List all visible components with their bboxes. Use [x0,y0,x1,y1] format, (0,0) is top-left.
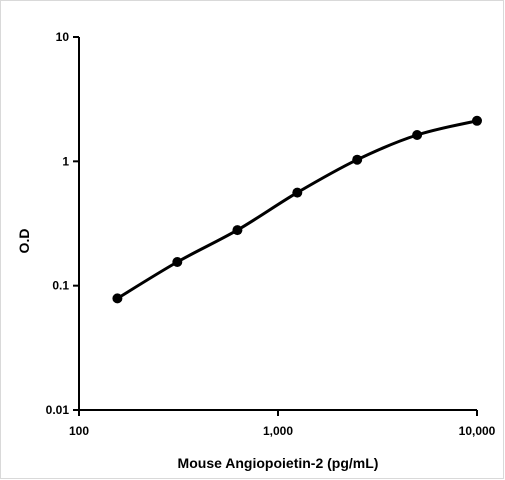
x-ticks: 100 1,000 10,000 [69,410,496,438]
data-point [112,293,123,304]
data-point [412,130,423,140]
y-tick-label: 0.1 [52,279,69,293]
x-tick-label: 10,000 [459,424,496,438]
data-point [472,115,482,126]
data-point [172,257,183,267]
axes [78,37,477,411]
x-tick-label: 100 [69,424,89,438]
y-tick-label: 10 [56,30,70,44]
y-ticks: 10 1 0.1 0.01 [46,30,79,417]
series-line [115,119,479,300]
y-tick-label: 1 [62,154,69,168]
data-markers [112,115,482,304]
x-tick-label: 1,000 [263,424,293,438]
y-tick-label: 0.01 [46,403,70,417]
data-point [352,154,363,165]
x-axis-title: Mouse Angiopoietin-2 (pg/mL) [178,455,379,471]
y-axis-title: O.D [16,229,32,254]
data-point [292,187,303,198]
data-point [232,225,243,236]
